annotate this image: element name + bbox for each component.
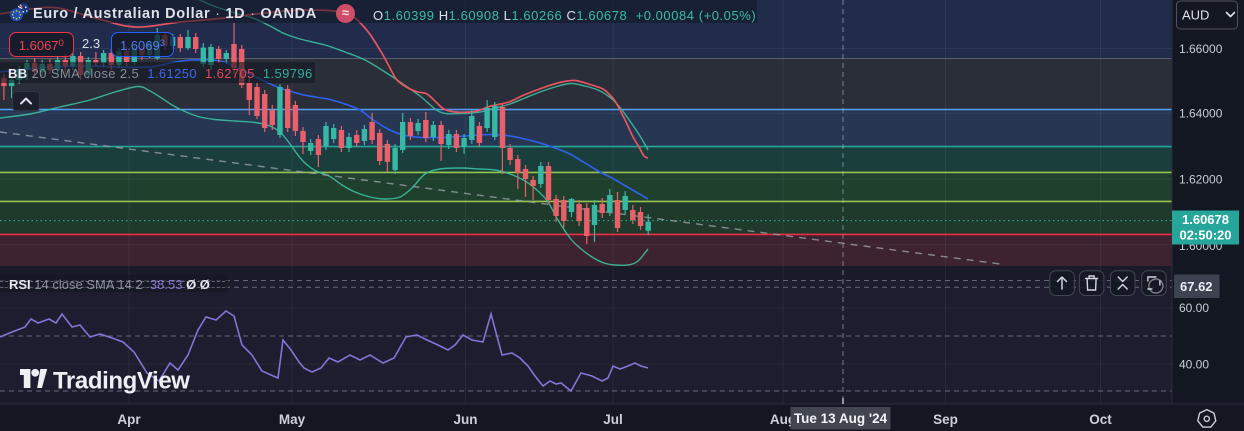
svg-text:67.62: 67.62 — [1180, 279, 1213, 294]
svg-text:Sep: Sep — [933, 412, 958, 427]
svg-text:Oct: Oct — [1089, 412, 1112, 427]
svg-text:1.60678: 1.60678 — [1182, 212, 1229, 227]
svg-text:Tue 13 Aug '24: Tue 13 Aug '24 — [794, 411, 888, 426]
svg-text:Jun: Jun — [453, 412, 477, 427]
svg-text:02:50:20: 02:50:20 — [1179, 228, 1231, 243]
svg-text:AUD: AUD — [1182, 8, 1209, 23]
svg-text:Aug: Aug — [770, 412, 796, 427]
svg-text:1.64000: 1.64000 — [1179, 107, 1223, 121]
svg-text:1.62000: 1.62000 — [1179, 173, 1223, 187]
svg-text:Jul: Jul — [603, 412, 623, 427]
svg-text:Apr: Apr — [117, 412, 141, 427]
svg-text:40.00: 40.00 — [1179, 358, 1209, 372]
svg-text:May: May — [279, 412, 306, 427]
svg-text:TradingView: TradingView — [53, 369, 190, 395]
svg-text:60.00: 60.00 — [1179, 301, 1209, 315]
svg-text:1.66000: 1.66000 — [1179, 42, 1223, 56]
